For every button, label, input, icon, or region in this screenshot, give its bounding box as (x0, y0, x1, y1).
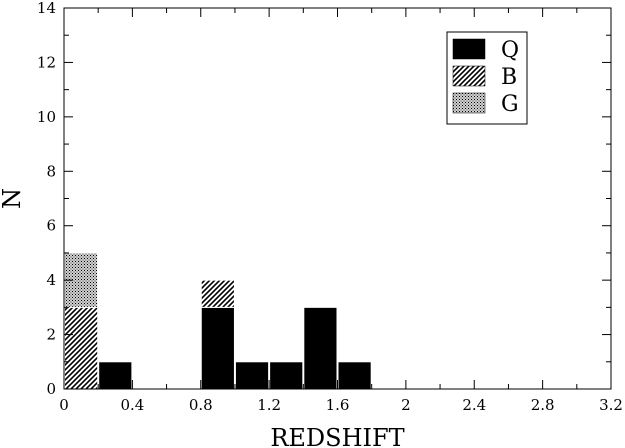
x-tick-label: 2.8 (531, 396, 555, 414)
bar-q-bin-8 (337, 361, 372, 390)
legend-label-g: G (501, 92, 519, 117)
legend-swatch-b (452, 65, 486, 87)
legend-label-b: B (501, 65, 517, 90)
x-tick-label: 0 (59, 396, 69, 414)
x-tick-label: 2.4 (462, 396, 486, 414)
bar-q-bin-7 (303, 306, 338, 390)
bar-b-bin-0 (64, 306, 99, 390)
y-tick-label: 0 (46, 380, 56, 398)
x-tick-label: 3.2 (599, 396, 623, 414)
bar-q-bin-5 (234, 361, 270, 390)
y-axis-title: N (0, 188, 26, 209)
bar-q-bin-1 (98, 361, 133, 390)
x-axis-ticks: 0 0.4 0.8 1.2 1.6 2 2.4 2.8 3.2 (59, 8, 623, 414)
plot-frame (63, 7, 612, 390)
histogram-bars (64, 252, 372, 390)
x-axis-title: REDSHIFT (270, 424, 404, 448)
x-tick-label: 2 (401, 396, 411, 414)
y-tick-label: 6 (46, 217, 56, 235)
legend-swatch-g (452, 92, 486, 114)
legend: QBG (446, 31, 528, 125)
x-tick-label: 1.6 (326, 396, 350, 414)
y-tick-label: 4 (46, 271, 56, 289)
legend-swatch-q (452, 38, 486, 60)
x-tick-label: 0.8 (189, 396, 213, 414)
bar-q-bin-4 (200, 306, 235, 390)
y-tick-label: 10 (37, 108, 56, 126)
bar-q-bin-6 (269, 361, 304, 390)
y-tick-label: 14 (37, 0, 56, 17)
x-tick-label: 0.4 (120, 396, 144, 414)
bar-b-bin-4 (200, 279, 235, 308)
y-tick-label: 8 (46, 162, 56, 180)
x-tick-label: 1.2 (257, 396, 281, 414)
y-tick-label: 2 (46, 326, 56, 344)
legend-label-q: Q (501, 38, 519, 63)
y-tick-label: 12 (37, 53, 56, 71)
